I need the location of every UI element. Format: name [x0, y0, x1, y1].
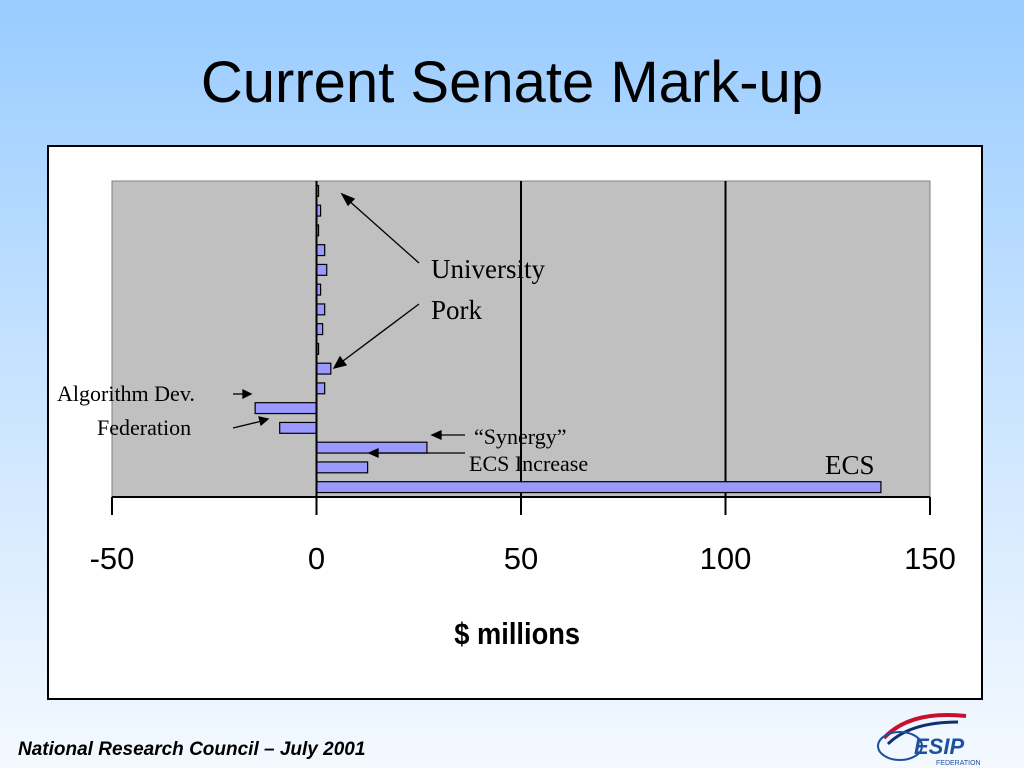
arrowhead-university-top — [340, 192, 356, 207]
arrowhead-university-bottom — [332, 355, 348, 369]
esip-logo: ESIP FEDERATION — [877, 712, 981, 767]
annotation-ecs-increase: ECS Increase — [469, 451, 588, 476]
x-tick-label-3: 100 — [700, 541, 752, 576]
bar-4 — [315, 263, 328, 276]
footer-text: National Research Council – July 2001 — [18, 739, 366, 760]
x-tick-label-0: -50 — [90, 541, 135, 576]
bar-15 — [315, 481, 882, 494]
slide-title: Current Senate Mark-up — [200, 50, 824, 115]
bar-3 — [315, 244, 326, 257]
x-tick-label-4: 150 — [904, 541, 956, 576]
bar-9 — [315, 362, 332, 375]
arrowhead-ecs-increase — [367, 447, 379, 459]
annotation-synergy: “Synergy” — [474, 424, 566, 449]
x-axis-label: $ millions — [454, 617, 580, 651]
annotation-pork: Pork — [431, 295, 483, 325]
arrow-university-top — [346, 198, 420, 264]
bar-14 — [315, 461, 369, 474]
x-axis: -50 0 50 100 150 — [90, 181, 956, 576]
arrow-university-bottom — [338, 303, 420, 365]
x-tick-label-2: 50 — [504, 541, 538, 576]
annotation-federation: Federation — [97, 415, 191, 440]
logo-globe — [877, 731, 923, 761]
bar-chart: -50 0 50 100 150 $ millions University Pork … — [57, 180, 956, 651]
annotation-algorithm-dev: Algorithm Dev. — [57, 381, 195, 406]
logo-text: ESIP — [914, 734, 964, 759]
bar-11 — [254, 402, 318, 415]
arrowhead-algorithm-dev — [242, 388, 253, 400]
chart-frame: -50 0 50 100 150 $ millions University Pork … — [47, 145, 983, 700]
bar-12 — [279, 421, 318, 434]
arrowhead-synergy — [430, 429, 442, 441]
arrowhead-federation — [258, 416, 270, 427]
arrow-federation — [232, 420, 263, 429]
bar-6 — [315, 303, 326, 316]
logo-swoosh-blue — [886, 720, 959, 746]
annotation-arrows — [232, 192, 465, 459]
annotation-university: University — [431, 254, 545, 284]
bar-10 — [315, 382, 326, 395]
x-tick-label-1: 0 — [308, 541, 325, 576]
logo-subtext: FEDERATION — [936, 760, 981, 767]
annotation-ecs: ECS — [825, 450, 875, 480]
